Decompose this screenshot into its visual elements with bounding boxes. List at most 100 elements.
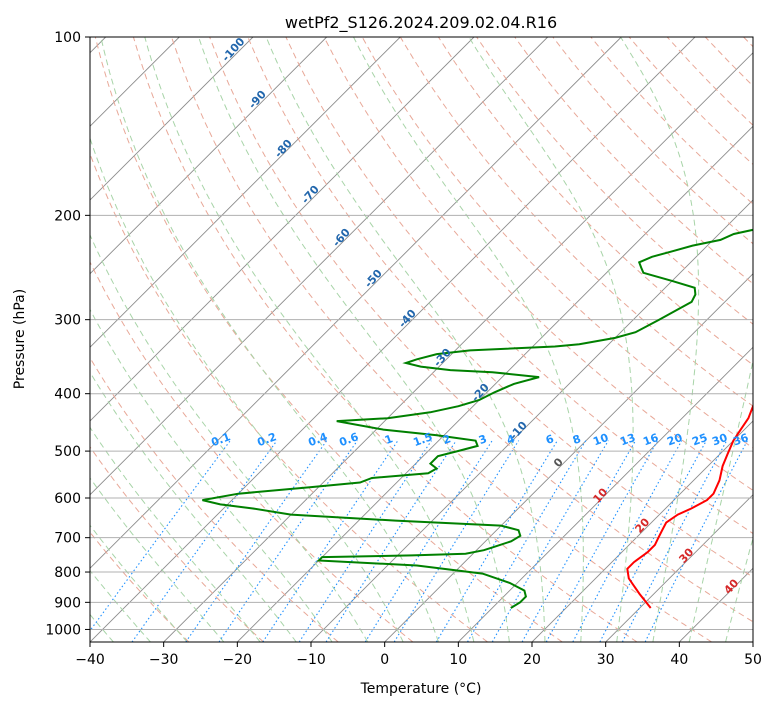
moist-adiabat-line (353, 37, 584, 642)
isotherm-line (752, 641, 753, 642)
moist-adiabat-line (198, 37, 510, 642)
dry-adiabat-line (171, 37, 712, 642)
isotherm-line (90, 37, 696, 642)
mixing-ratio-line (467, 440, 587, 642)
y-axis-label: Pressure (hPa) (12, 289, 28, 389)
mixing-ratio-line (262, 440, 399, 642)
mixing-ratio-line (491, 440, 609, 642)
mixing-ratio-label: 1 (383, 432, 395, 447)
x-tick-label: 50 (744, 652, 762, 668)
dry-adiabat-line (90, 260, 414, 642)
mixing-ratio-line (90, 440, 231, 632)
y-tick-label: 300 (54, 313, 81, 329)
moist-adiabat-line (90, 569, 151, 642)
y-tick-label: 1000 (45, 622, 81, 638)
mixing-ratio-line (325, 440, 457, 642)
y-tick-label: 100 (54, 30, 81, 46)
moist-adiabat-line (144, 37, 475, 642)
chart-title: wetPf2_S126.2024.209.02.04.R16 (285, 13, 557, 33)
mixing-ratio-line (298, 440, 432, 642)
y-tick-label: 400 (54, 387, 81, 403)
dry-adiabat-line (514, 37, 753, 285)
x-tick-label: 30 (597, 652, 615, 668)
y-tick-label: 800 (54, 565, 81, 581)
moist-adiabat-line (90, 524, 188, 642)
mixing-ratio-label: 36 (731, 431, 750, 449)
isotherm-line (384, 273, 753, 642)
y-axis: 100 200 300 400 500 600 700 800 900 1000 (45, 30, 90, 638)
moist-adiabat-line (688, 358, 753, 642)
mixing-ratio-line (644, 440, 748, 642)
dewpoint-profile-line (202, 228, 753, 609)
x-axis: −40 −30 −20 −10 0 10 20 30 40 50 (75, 642, 762, 668)
mixing-ratio-line (435, 440, 558, 642)
mixing-ratio-label: 4 (505, 432, 517, 447)
mixing-ratio-label: 30 (710, 431, 729, 449)
plot-area (90, 37, 753, 642)
mixing-ratio-line (572, 440, 683, 642)
dry-adiabat-line (323, 37, 753, 491)
temperature-profile-line (626, 403, 753, 609)
x-tick-label: −30 (149, 652, 179, 668)
dry-adiabat-line (285, 37, 753, 535)
mixing-ratio-label: 0.4 (306, 430, 329, 449)
isotherm-line (90, 37, 475, 422)
dry-adiabat-line (247, 37, 753, 578)
isotherm-line (457, 346, 753, 642)
isotherm-line (605, 494, 753, 642)
moist-adiabat-line (90, 233, 369, 642)
dry-adiabat-line (94, 37, 563, 642)
mixing-ratio-label: 1.5 (411, 430, 434, 449)
dry-adiabat-line (90, 356, 339, 642)
mixing-ratio-line (364, 440, 493, 642)
isotherm-line (90, 37, 401, 348)
y-tick-label: 200 (54, 208, 81, 224)
dry-adiabat-line (476, 37, 753, 325)
mixing-ratio-label: 13 (618, 431, 637, 448)
plot-frame (89, 36, 754, 643)
isotherm-line (531, 420, 753, 642)
mixing-ratio-line (185, 440, 328, 642)
isotherm-line (236, 125, 753, 642)
x-tick-label: 0 (380, 652, 389, 668)
y-tick-label: 500 (54, 444, 81, 460)
dry-adiabat-line (132, 37, 638, 642)
mixing-ratio-label: 6 (544, 432, 556, 447)
mixing-ratio-label: 8 (571, 432, 583, 447)
mixing-ratio-line (393, 440, 520, 642)
x-tick-label: 20 (523, 652, 541, 668)
isotherm-line (90, 37, 622, 569)
mixing-ratio-label: 16 (641, 431, 660, 449)
y-tick-label: 600 (54, 491, 81, 507)
dry-adiabat-line (209, 37, 753, 623)
moist-adiabat-line (762, 37, 775, 642)
mixing-ratio-line (131, 440, 278, 642)
grid-lines (90, 37, 753, 630)
moist-adiabat-line (265, 37, 546, 642)
mixing-ratio-label: 3 (477, 432, 489, 447)
moist-adiabat-line (90, 308, 333, 642)
dry-adiabat-line (90, 446, 264, 642)
x-tick-label: 40 (670, 652, 688, 668)
mixing-ratio-label: 10 (591, 431, 610, 449)
mixing-ratio-label: 2 (441, 432, 453, 447)
mixing-ratio-label: 25 (690, 431, 709, 448)
mixing-ratio-label: 0.6 (337, 430, 360, 449)
profiles (202, 228, 753, 609)
moist-adiabat-line (620, 37, 700, 642)
x-tick-label: −40 (75, 652, 105, 668)
mixing-ratio-line (545, 440, 659, 642)
x-tick-label: −10 (296, 652, 326, 668)
y-tick-label: 700 (54, 531, 81, 547)
isotherm-line (163, 52, 753, 642)
y-tick-label: 900 (54, 595, 81, 611)
mixing-ratio-label: 20 (665, 431, 684, 449)
isotherm-line (90, 37, 254, 201)
x-tick-label: 10 (449, 652, 467, 668)
mixing-ratio-line (521, 440, 637, 642)
moist-adiabat-line (725, 536, 753, 642)
moist-adiabat-line (100, 37, 439, 642)
mixing-ratio-label: 0.1 (209, 430, 232, 449)
isotherm-line (90, 37, 328, 275)
